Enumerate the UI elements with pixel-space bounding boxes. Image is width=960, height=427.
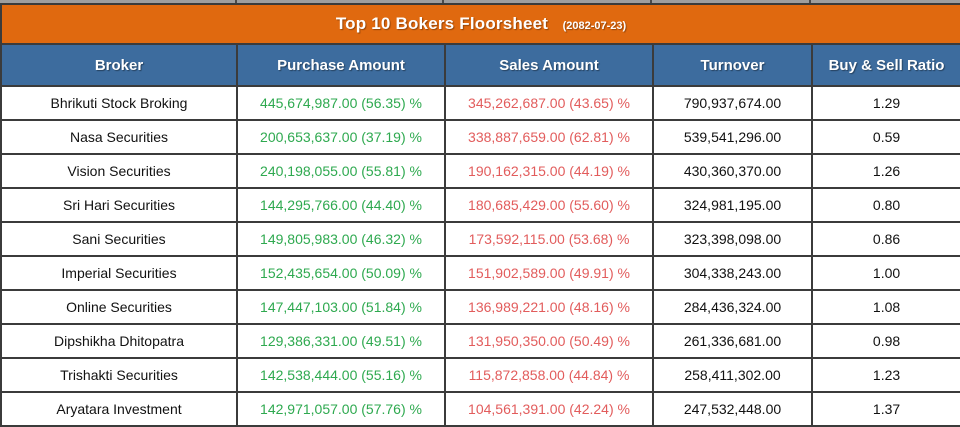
cell-sales-amount: 345,262,687.00 (43.65) % <box>444 85 654 121</box>
table-row: Aryatara Investment 142,971,057.00 (57.76… <box>0 391 960 427</box>
cell-purchase-amount: 142,538,444.00 (55.16) % <box>236 357 446 393</box>
cell-turnover: 430,360,370.00 <box>652 153 813 189</box>
cell-buy-sell-ratio: 0.98 <box>810 323 960 359</box>
column-border-tick <box>650 0 652 3</box>
table-row: Nasa Securities 200,653,637.00 (37.19) % 3… <box>0 119 960 155</box>
table-body: Bhrikuti Stock Broking 445,674,987.00 (56… <box>0 85 960 427</box>
cell-turnover: 324,981,195.00 <box>652 187 813 223</box>
col-header-buy-sell-ratio: Buy & Sell Ratio <box>810 43 960 87</box>
cell-sales-amount: 180,685,429.00 (55.60) % <box>444 187 654 223</box>
cell-broker: Nasa Securities <box>0 119 238 155</box>
table-row: Online Securities 147,447,103.00 (51.84) … <box>0 289 960 325</box>
title-date: (2082-07-23) <box>562 20 627 32</box>
cell-sales-amount: 338,887,659.00 (62.81) % <box>444 119 654 155</box>
cell-broker: Vision Securities <box>0 153 238 189</box>
col-header-broker: Broker <box>0 43 238 87</box>
cell-turnover: 790,937,674.00 <box>652 85 813 121</box>
table-row: Vision Securities 240,198,055.00 (55.81) … <box>0 153 960 189</box>
cell-sales-amount: 131,950,350.00 (50.49) % <box>444 323 654 359</box>
table-row: Bhrikuti Stock Broking 445,674,987.00 (56… <box>0 85 960 121</box>
cell-purchase-amount: 129,386,331.00 (49.51) % <box>236 323 446 359</box>
cell-buy-sell-ratio: 0.59 <box>810 119 960 155</box>
page-title: Top 10 Bokers Floorsheet <box>335 14 549 33</box>
cell-broker: Trishakti Securities <box>0 357 238 393</box>
cell-purchase-amount: 240,198,055.00 (55.81) % <box>236 153 446 189</box>
cell-buy-sell-ratio: 0.80 <box>810 187 960 223</box>
cell-turnover: 284,436,324.00 <box>652 289 813 325</box>
column-border-tick <box>442 0 444 3</box>
col-header-sales-amount: Sales Amount <box>444 43 654 87</box>
cell-turnover: 323,398,098.00 <box>652 221 813 257</box>
title-cell: Top 10 Bokers Floorsheet (2082-07-23) <box>0 3 960 45</box>
cell-turnover: 261,336,681.00 <box>652 323 813 359</box>
title-bar: Top 10 Bokers Floorsheet (2082-07-23) <box>0 3 960 45</box>
cell-purchase-amount: 445,674,987.00 (56.35) % <box>236 85 446 121</box>
cell-sales-amount: 151,902,589.00 (49.91) % <box>444 255 654 291</box>
cell-purchase-amount: 147,447,103.00 (51.84) % <box>236 289 446 325</box>
cell-purchase-amount: 144,295,766.00 (44.40) % <box>236 187 446 223</box>
cell-broker: Sri Hari Securities <box>0 187 238 223</box>
cell-turnover: 258,411,302.00 <box>652 357 813 393</box>
column-border-tick <box>235 0 237 3</box>
table-row: Sri Hari Securities 144,295,766.00 (44.40… <box>0 187 960 223</box>
cell-sales-amount: 115,872,858.00 (44.84) % <box>444 357 654 393</box>
cell-broker: Sani Securities <box>0 221 238 257</box>
table-row: Trishakti Securities 142,538,444.00 (55.1… <box>0 357 960 393</box>
col-header-purchase-amount: Purchase Amount <box>236 43 446 87</box>
floorsheet-table: Top 10 Bokers Floorsheet (2082-07-23) Br… <box>0 3 960 427</box>
cell-broker: Online Securities <box>0 289 238 325</box>
cell-broker: Bhrikuti Stock Broking <box>0 85 238 121</box>
cell-turnover: 539,541,296.00 <box>652 119 813 155</box>
cell-purchase-amount: 149,805,983.00 (46.32) % <box>236 221 446 257</box>
cell-buy-sell-ratio: 1.08 <box>810 289 960 325</box>
table-row: Dipshikha Dhitopatra 129,386,331.00 (49.5… <box>0 323 960 359</box>
cell-buy-sell-ratio: 1.37 <box>810 391 960 427</box>
cell-broker: Dipshikha Dhitopatra <box>0 323 238 359</box>
cell-buy-sell-ratio: 0.86 <box>810 221 960 257</box>
cell-broker: Aryatara Investment <box>0 391 238 427</box>
cell-purchase-amount: 200,653,637.00 (37.19) % <box>236 119 446 155</box>
cell-buy-sell-ratio: 1.29 <box>810 85 960 121</box>
cell-broker: Imperial Securities <box>0 255 238 291</box>
cell-purchase-amount: 152,435,654.00 (50.09) % <box>236 255 446 291</box>
col-header-turnover: Turnover <box>652 43 813 87</box>
cell-sales-amount: 190,162,315.00 (44.19) % <box>444 153 654 189</box>
cell-buy-sell-ratio: 1.23 <box>810 357 960 393</box>
top-edge-artifact <box>0 0 960 3</box>
cell-sales-amount: 136,989,221.00 (48.16) % <box>444 289 654 325</box>
cell-buy-sell-ratio: 1.00 <box>810 255 960 291</box>
cell-turnover: 304,338,243.00 <box>652 255 813 291</box>
table-row: Imperial Securities 152,435,654.00 (50.09… <box>0 255 960 291</box>
table-row: Sani Securities 149,805,983.00 (46.32) % 1… <box>0 221 960 257</box>
column-border-tick <box>809 0 811 3</box>
cell-sales-amount: 104,561,391.00 (42.24) % <box>444 391 654 427</box>
cell-purchase-amount: 142,971,057.00 (57.76) % <box>236 391 446 427</box>
table-header-row: Broker Purchase Amount Sales Amount Turn… <box>0 43 960 87</box>
cell-buy-sell-ratio: 1.26 <box>810 153 960 189</box>
cell-sales-amount: 173,592,115.00 (53.68) % <box>444 221 654 257</box>
cell-turnover: 247,532,448.00 <box>652 391 813 427</box>
